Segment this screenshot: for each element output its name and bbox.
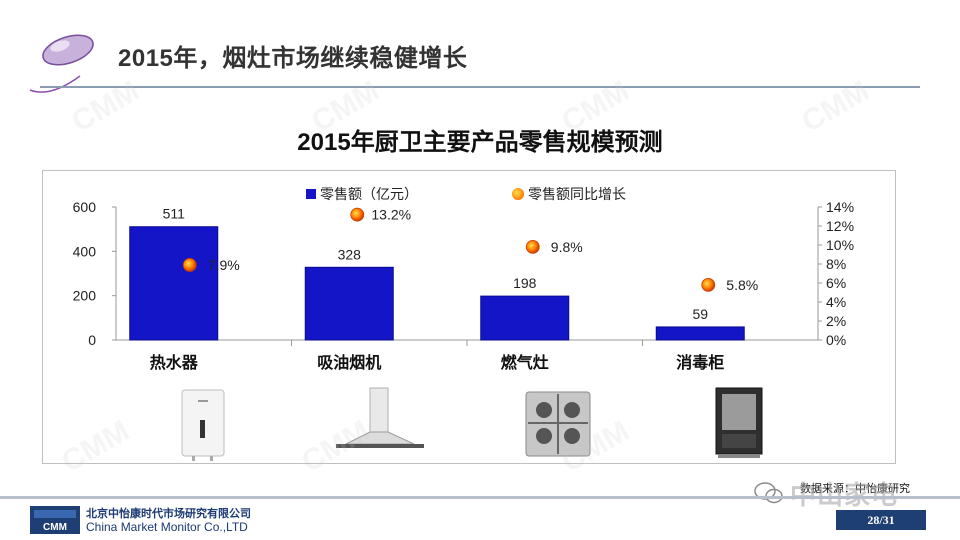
range-hood-icon <box>336 387 424 448</box>
legend-bar-label: 零售额（亿元） <box>320 186 418 202</box>
water-heater-icon <box>181 389 225 461</box>
legend-bar-swatch <box>306 189 316 199</box>
y-right-tick-label: 14% <box>826 199 854 215</box>
growth-point <box>182 258 197 272</box>
mouse-logo-icon <box>29 34 94 93</box>
cmm-logo-text: CMM <box>43 522 67 533</box>
y-right-tick-label: 4% <box>826 294 846 310</box>
x-tick-label: 热水器 <box>150 353 199 372</box>
bar <box>655 326 745 341</box>
y-right-tick-label: 8% <box>826 256 846 272</box>
y-right-tick-label: 10% <box>826 237 854 253</box>
company-name-cn: 北京中怡康时代市场研究有限公司 <box>86 508 251 520</box>
growth-point <box>350 207 365 222</box>
gas-stove-icon <box>525 391 591 457</box>
y-left-tick-label: 600 <box>73 199 97 215</box>
y-left-tick-label: 200 <box>73 288 97 304</box>
bar-data-label: 198 <box>513 275 537 291</box>
growth-data-label: 7.9% <box>208 257 240 273</box>
growth-data-label: 9.8% <box>551 239 583 255</box>
x-tick-label: 消毒柜 <box>676 353 724 372</box>
slide-title: 2015年，烟灶市场继续稳健增长 <box>118 45 468 72</box>
growth-point <box>525 239 540 254</box>
bar <box>304 266 394 341</box>
growth-data-label: 13.2% <box>371 207 411 223</box>
y-right-tick-label: 12% <box>826 218 854 234</box>
y-left-tick-label: 400 <box>73 243 97 259</box>
disinfection-cabinet-icon <box>715 387 763 458</box>
y-right-tick-label: 6% <box>826 275 846 291</box>
title-divider <box>40 86 920 88</box>
wechat-icon <box>754 482 783 504</box>
legend-item-bar: 零售额（亿元） <box>306 184 418 204</box>
cmm-logo-icon: CMM <box>30 506 80 534</box>
chart-title: 2015年厨卫主要产品零售规模预测 <box>297 129 663 156</box>
y-right-tick-label: 2% <box>826 313 846 329</box>
y-right-tick-label: 0% <box>826 332 846 348</box>
wechat-account-name: 中山家电 <box>790 479 899 510</box>
legend-growth-swatch <box>512 188 524 200</box>
data-source-note: 数据来源：中怡康研究 <box>800 483 910 495</box>
bar-data-label: 328 <box>338 246 362 262</box>
growth-data-label: 5.8% <box>726 277 758 293</box>
growth-point <box>701 277 716 292</box>
company-name-en: China Market Monitor Co.,LTD <box>86 520 248 534</box>
bar-data-label: 59 <box>692 306 708 322</box>
legend-growth-label: 零售额同比增长 <box>528 186 626 202</box>
x-tick-label: 吸油烟机 <box>317 353 381 372</box>
page-number: 28/31 <box>836 510 926 530</box>
bar <box>129 226 219 341</box>
footer-divider <box>0 496 960 499</box>
bar <box>480 295 570 341</box>
x-tick-label: 燃气灶 <box>501 353 549 372</box>
wechat-watermark: 中山家电 <box>754 478 924 510</box>
bar-data-label: 511 <box>163 206 186 222</box>
y-left-tick-label: 0 <box>88 332 96 348</box>
legend-item-growth: 零售额同比增长 <box>512 184 626 204</box>
